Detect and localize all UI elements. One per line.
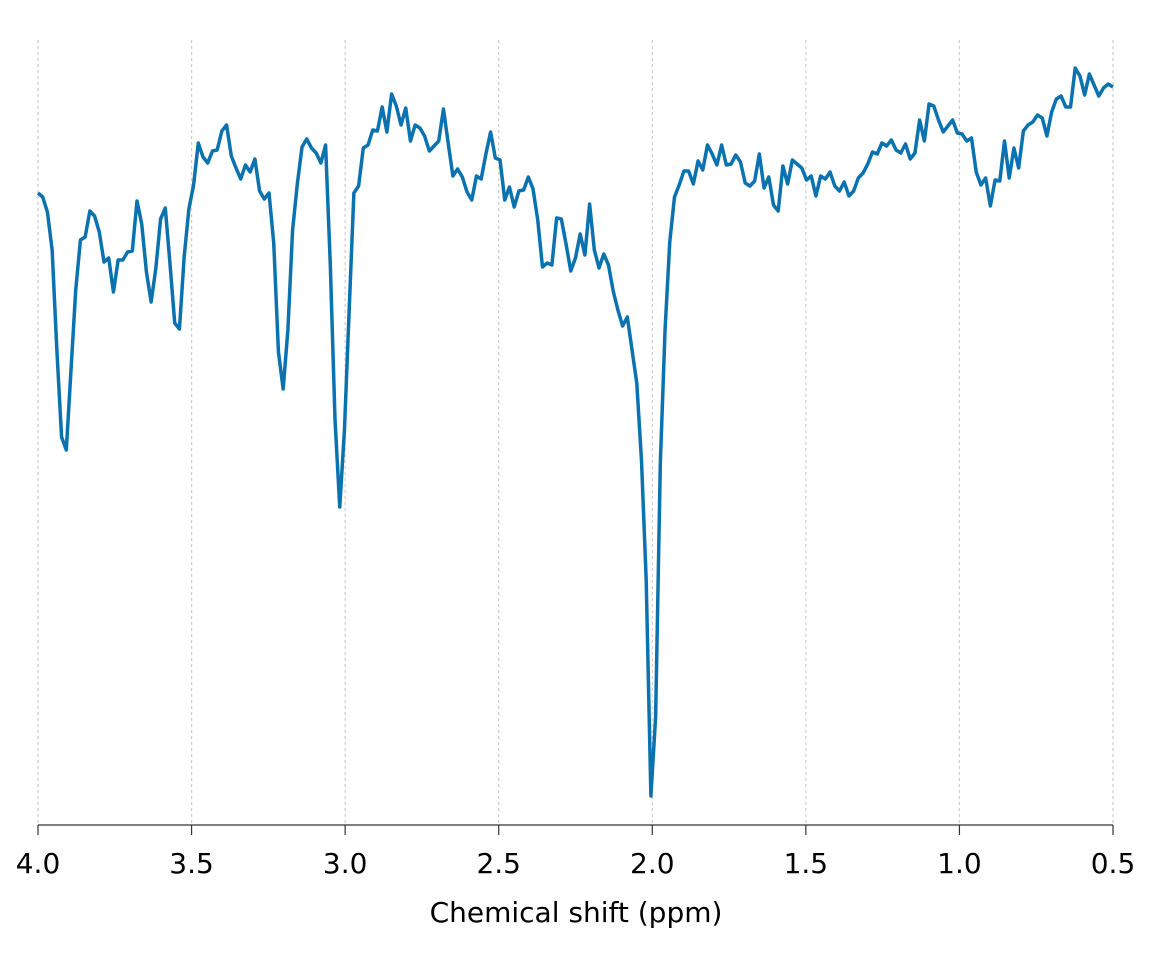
- x-tick-label: 2.0: [630, 847, 675, 880]
- x-tick-label: 1.0: [937, 847, 982, 880]
- x-tick-label: 1.5: [784, 847, 829, 880]
- x-tick-label: 2.5: [476, 847, 521, 880]
- x-tick-label: 4.0: [16, 847, 61, 880]
- x-tick-label: 0.5: [1091, 847, 1136, 880]
- x-tick-label: 3.5: [169, 847, 214, 880]
- spectrum-line: [36, 66, 1114, 798]
- x-tick-label: 3.0: [323, 847, 368, 880]
- x-axis-label: Chemical shift (ppm): [430, 896, 723, 929]
